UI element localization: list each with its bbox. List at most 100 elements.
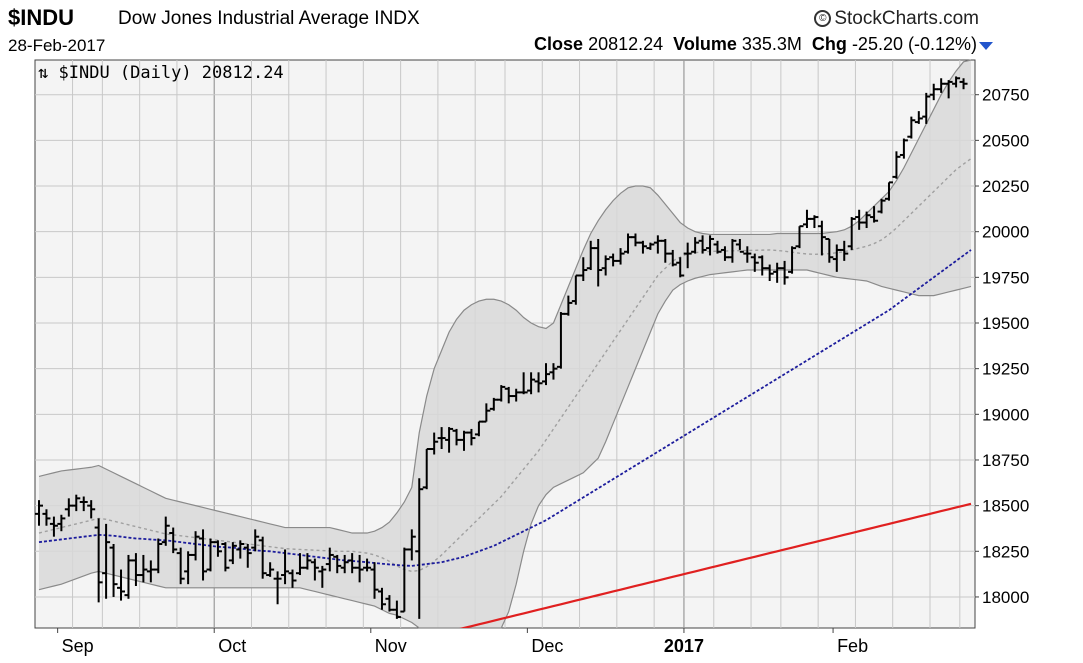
ohlc-bar [959, 78, 968, 90]
ohlc-bar [937, 78, 946, 93]
ohlc-bar [810, 215, 819, 229]
ohlc-bar [750, 253, 759, 272]
y-tick-label: 20000 [982, 223, 1029, 242]
ohlc-bar [251, 529, 260, 552]
ohlc-bar [377, 587, 386, 610]
ohlc-bar [474, 420, 483, 437]
copyright-icon: © [814, 10, 832, 28]
ohlc-bar [743, 246, 752, 263]
ohlc-bar [668, 249, 677, 267]
y-tick-label: 19000 [982, 405, 1029, 424]
ohlc-bar [601, 255, 610, 276]
ohlc-bar [161, 516, 170, 546]
ohlc-bar [579, 257, 588, 281]
ohlc-bar [855, 209, 864, 230]
ohlc-bar [258, 536, 267, 579]
ohlc-bar [899, 138, 908, 159]
ohlc-bar [422, 448, 431, 490]
ohlc-bar [571, 274, 580, 305]
ohlc-bar [840, 240, 849, 261]
ohlc-bar [489, 397, 498, 411]
ohlc-bar [534, 372, 543, 393]
ohlc-bar [102, 523, 111, 599]
chart-date: 28-Feb-2017 [8, 36, 106, 55]
ohlc-bar [586, 240, 595, 271]
ohlc-bar [564, 295, 573, 316]
plot-title-label: $INDU (Daily) 20812.24 [58, 63, 284, 83]
ohlc-bar [42, 509, 51, 526]
sma50-line [38, 249, 972, 567]
ohlc-bar [832, 244, 841, 272]
ohlc-bar [706, 235, 715, 256]
ohlc-bar [213, 540, 222, 557]
ohlc-bar [288, 569, 297, 588]
x-tick-label: Sep [62, 636, 94, 656]
y-axis: 18000 18250 18500 18750 19000 19250 19500 19750… [975, 86, 1029, 607]
x-tick-label: Dec [531, 636, 563, 656]
ohlc-bar [236, 540, 245, 559]
quote-stats: Close 20812.24 Volume 335.3M Chg -25.20 … [534, 34, 977, 55]
ohlc-bar [467, 428, 476, 446]
x-tick-label: Oct [218, 636, 246, 656]
ohlc-bar [638, 240, 647, 254]
ohlc-bar [363, 558, 372, 572]
ohlc-bar [72, 494, 81, 512]
ohlc-bar [131, 553, 140, 586]
y-tick-label: 19750 [982, 268, 1029, 287]
ohlc-bar [333, 554, 342, 574]
ohlc-bar [735, 238, 744, 253]
ohlc-bar [400, 547, 409, 613]
ohlc-bar [556, 312, 565, 369]
ohlc-bar [713, 240, 722, 254]
ohlc-bar [594, 238, 603, 287]
bollinger-lower-line [38, 269, 972, 629]
ohlc-bar [698, 235, 707, 254]
chg-label: Chg [811, 34, 847, 54]
ohlc-bar [124, 554, 133, 599]
ohlc-bar [676, 257, 685, 278]
ohlc-bar [825, 237, 834, 263]
ohlc-bar [482, 403, 491, 423]
ohlc-bar [459, 430, 468, 451]
ohlc-bar [392, 600, 401, 619]
ohlc-bar [64, 498, 73, 517]
sma200-line [459, 502, 972, 628]
ohlc-bar [609, 253, 618, 267]
ohlc-bar [437, 427, 446, 450]
ohlc-bar [944, 80, 953, 99]
ohlc-bar [35, 500, 43, 526]
index-description: Dow Jones Industrial Average INDX [118, 8, 420, 29]
ohlc-bar [199, 529, 208, 581]
x-tick-label: Nov [375, 636, 407, 656]
bollinger-band [38, 59, 972, 629]
ohlc-bar [355, 554, 364, 583]
y-tick-label: 19250 [982, 360, 1029, 379]
sma20-line [38, 158, 972, 573]
ohlc-bar [206, 538, 215, 572]
ohlc-bar [616, 248, 625, 265]
ohlc-bar [884, 181, 893, 201]
ohlc-bar [907, 116, 916, 139]
ohlc-bar [661, 238, 670, 263]
ohlc-bar [691, 237, 700, 254]
ohlc-bar [57, 514, 66, 532]
ohlc-bar [780, 260, 789, 285]
ohlc-bar [348, 553, 357, 574]
ohlc-bar [914, 111, 923, 124]
y-tick-label: 18250 [982, 542, 1029, 561]
ohlc-bar [295, 553, 304, 576]
ohlc-bar [325, 547, 334, 572]
ohlc-bar [176, 547, 185, 585]
y-tick-label: 20750 [982, 86, 1029, 105]
ohlc-bar [765, 264, 774, 281]
brand-link[interactable]: © StockCharts.com [814, 8, 979, 30]
y-tick-label: 20250 [982, 177, 1029, 196]
ohlc-bar [773, 262, 782, 283]
ohlc-bar [228, 542, 237, 565]
ohlc-bar [318, 565, 327, 588]
plot-title: ⇅ $INDU (Daily) 20812.24 [38, 63, 284, 83]
ohlc-bar [952, 76, 961, 88]
ohlc-bar [549, 363, 558, 380]
ohlc-bar [862, 211, 871, 229]
